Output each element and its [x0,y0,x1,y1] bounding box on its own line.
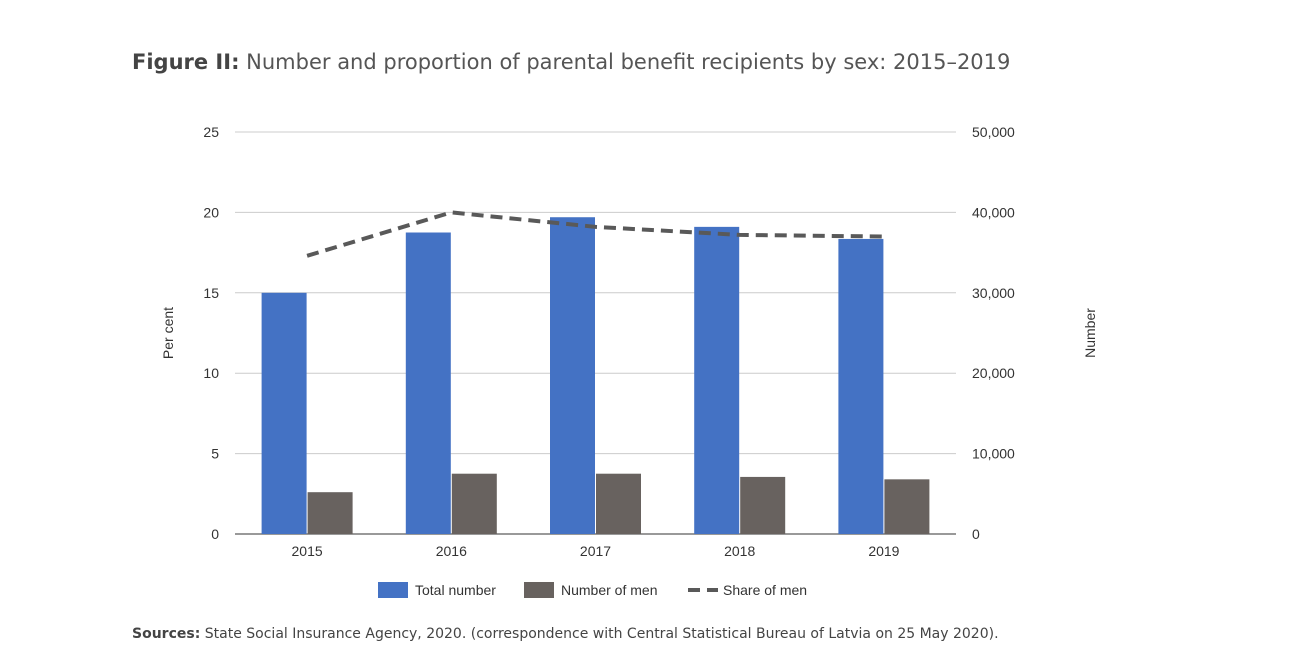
right-tick-label: 20,000 [972,365,1015,381]
legend-swatch [378,582,408,598]
line-share-of-men [306,210,884,258]
right-tick-label: 0 [972,526,980,542]
legend-label: Total number [415,582,496,598]
x-tick-label: 2015 [292,543,323,559]
legend-label: Share of men [723,582,807,598]
left-tick-label: 25 [203,124,219,140]
left-tick-label: 0 [211,526,219,542]
right-tick-label: 50,000 [972,124,1015,140]
bar-number-of-men [740,476,786,534]
right-tick-label: 40,000 [972,204,1015,220]
x-tick-label: 2017 [580,543,611,559]
x-tick-label: 2016 [436,543,467,559]
legend-label: Number of men [561,582,657,598]
bar-total-number [550,217,595,534]
left-tick-label: 5 [211,446,219,462]
bar-number-of-men [307,492,353,534]
bar-number-of-men [596,473,641,534]
sources-label: Sources: [132,626,201,642]
left-tick-label: 10 [203,365,219,381]
right-axis-title: Number [1082,308,1098,358]
bar-total-number [838,238,884,534]
left-tick-label: 15 [203,285,219,301]
bar-total-number [694,226,740,534]
x-tick-label: 2019 [868,543,899,559]
left-axis-title: Per cent [160,307,176,359]
right-tick-label: 10,000 [972,446,1015,462]
bar-number-of-men [884,479,930,534]
sources-text: State Social Insurance Agency, 2020. (co… [204,626,999,642]
bar-total-number [261,292,307,534]
right-tick-label: 30,000 [972,285,1015,301]
figure-caption: Number and proportion of parental benefi… [246,50,1011,74]
left-tick-label: 20 [203,204,219,220]
bar-number-of-men [451,473,497,534]
x-tick-label: 2018 [724,543,755,559]
figure-label: Figure II: [132,50,240,74]
sources-note: Sources: State Social Insurance Agency, … [132,626,999,642]
legend-swatch [524,582,554,598]
bar-total-number [405,232,451,534]
chart-title: Figure II: Number and proportion of pare… [132,50,1010,74]
